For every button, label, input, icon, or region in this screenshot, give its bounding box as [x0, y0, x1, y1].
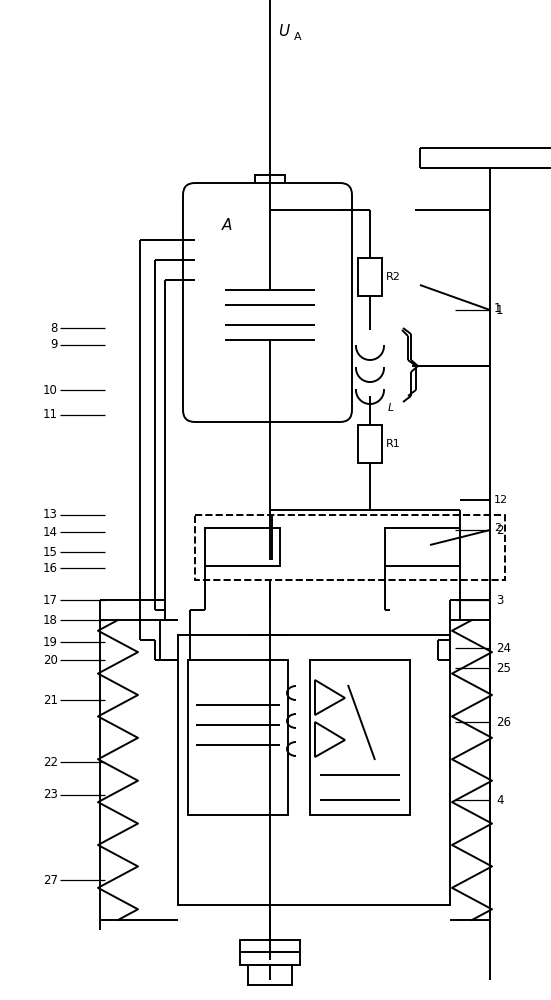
Text: R1: R1 [386, 439, 401, 449]
Bar [188, 660, 288, 815]
Text: U: U [278, 24, 289, 39]
Text: 26: 26 [496, 716, 511, 728]
Text: 27: 27 [43, 874, 58, 886]
Text: L: L [388, 403, 395, 413]
Text: 22: 22 [43, 756, 58, 768]
Bar [178, 635, 450, 905]
Bar [205, 528, 280, 566]
Text: 1: 1 [494, 302, 501, 314]
Text: 3: 3 [496, 593, 504, 606]
Text: 19: 19 [43, 636, 58, 648]
Bar [255, 175, 285, 195]
Text: 16: 16 [43, 562, 58, 574]
Text: 15: 15 [43, 546, 58, 558]
Text: 9: 9 [51, 338, 58, 352]
Text: 21: 21 [43, 694, 58, 706]
Text: A: A [294, 32, 301, 42]
Text: 4: 4 [496, 794, 504, 806]
Bar [358, 258, 382, 296]
FancyBboxPatch shape [183, 183, 352, 422]
Text: 2: 2 [496, 524, 504, 536]
Bar [310, 660, 410, 815]
Text: 11: 11 [43, 408, 58, 422]
Text: 8: 8 [51, 322, 58, 334]
Text: 2: 2 [494, 523, 501, 533]
Text: 12: 12 [494, 495, 508, 505]
Bar [195, 515, 505, 580]
Bar [248, 965, 292, 985]
Text: 25: 25 [496, 662, 511, 674]
Text: 18: 18 [43, 613, 58, 626]
Text: 1: 1 [496, 304, 504, 316]
Text: 24: 24 [496, 642, 511, 654]
Text: 23: 23 [43, 788, 58, 802]
Text: R2: R2 [386, 272, 401, 282]
Text: A: A [222, 218, 233, 232]
Bar [240, 940, 300, 965]
Text: 14: 14 [43, 526, 58, 538]
Text: 13: 13 [43, 508, 58, 522]
Text: 10: 10 [43, 383, 58, 396]
Bar [385, 528, 460, 566]
Text: 17: 17 [43, 593, 58, 606]
Text: 20: 20 [43, 654, 58, 666]
Bar [358, 425, 382, 463]
